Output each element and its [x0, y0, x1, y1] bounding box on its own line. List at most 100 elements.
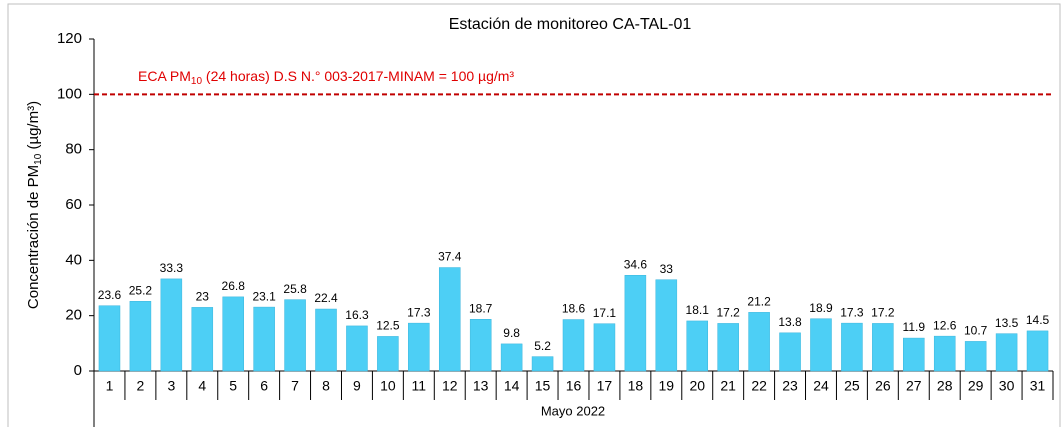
data-label: 12.6: [933, 318, 957, 332]
data-label: 13.8: [778, 315, 802, 329]
x-tick-label: 30: [999, 378, 1015, 394]
data-label: 34.6: [624, 257, 648, 271]
data-label: 26.8: [222, 279, 246, 293]
y-tick-label: 120: [57, 30, 82, 47]
x-tick-label: 11: [412, 378, 427, 394]
data-label: 22.4: [314, 291, 338, 305]
y-tick-label: 60: [65, 196, 82, 213]
x-axis-label: Mayo 2022: [541, 403, 605, 418]
bar: [933, 335, 956, 372]
x-tick-label: 24: [813, 378, 829, 394]
data-label: 12.5: [376, 319, 400, 333]
ref-label-rest: (24 horas) D.S N.° 003-2017-MINAM = 100 …: [202, 68, 514, 84]
data-label: 13.5: [995, 316, 1019, 330]
bar: [841, 322, 863, 372]
data-label: 25.2: [129, 283, 153, 297]
data-label: 25.8: [283, 282, 307, 296]
data-label: 21.2: [747, 295, 771, 309]
data-label: 23: [196, 290, 210, 304]
x-tick-label: 23: [782, 378, 798, 394]
data-label: 18.1: [686, 303, 710, 317]
bar: [160, 278, 183, 372]
ref-label-sub: 10: [191, 76, 203, 87]
bar: [964, 341, 987, 372]
bar: [995, 333, 1018, 372]
data-label: 9.8: [503, 326, 520, 340]
data-label: 16.3: [345, 308, 369, 322]
y-tick-label: 100: [57, 85, 82, 102]
y-tick-label: 0: [74, 362, 82, 379]
x-tick-label: 18: [628, 378, 644, 394]
y-tick-label: 80: [65, 141, 82, 158]
bar: [686, 320, 709, 372]
y-label-sub: 10: [33, 153, 44, 165]
x-tick-label: 20: [689, 378, 705, 394]
data-label: 17.1: [593, 306, 617, 320]
data-label: 23.6: [98, 288, 122, 302]
bar: [98, 305, 121, 372]
x-tick-label: 22: [751, 378, 767, 394]
x-tick-label: 5: [229, 378, 237, 394]
x-tick-label: 29: [968, 378, 984, 394]
x-tick-label: 6: [260, 378, 268, 394]
data-label: 18.6: [562, 302, 586, 316]
data-label: 18.7: [469, 301, 493, 315]
bar: [748, 312, 770, 372]
y-tick-label: 20: [65, 307, 82, 324]
data-label: 17.3: [840, 305, 864, 319]
bar: [1026, 330, 1049, 372]
bar: [531, 356, 554, 372]
data-label: 5.2: [534, 339, 551, 353]
data-label: 33: [660, 262, 674, 276]
x-tick-label: 4: [198, 378, 206, 394]
x-tick-label: 10: [380, 378, 396, 394]
bar: [408, 322, 430, 372]
y-axis-label: Concentración de PM10 (µg/m³): [25, 101, 44, 309]
data-label: 17.2: [871, 306, 895, 320]
data-label: 14.5: [1026, 313, 1050, 327]
chart-title: Estación de monitoreo CA-TAL-01: [449, 16, 692, 33]
data-label: 23.1: [252, 289, 276, 303]
bar: [469, 319, 492, 372]
x-tick-label: 25: [844, 378, 860, 394]
bar: [717, 323, 739, 372]
y-tick-label: 40: [65, 251, 82, 268]
x-tick-label: 12: [442, 378, 458, 394]
bar: [284, 299, 306, 372]
bar: [810, 318, 832, 372]
x-tick-label: 14: [504, 378, 520, 394]
bar: [872, 323, 894, 372]
data-label: 17.2: [716, 306, 740, 320]
bar: [438, 267, 461, 372]
bar: [129, 301, 152, 372]
bar: [346, 325, 368, 372]
bar: [562, 319, 585, 372]
data-label: 17.3: [407, 305, 431, 319]
data-label: 37.4: [438, 250, 462, 264]
x-tick-label: 8: [322, 378, 330, 394]
x-tick-label: 3: [167, 378, 175, 394]
bar: [903, 337, 925, 372]
x-tick-label: 16: [566, 378, 582, 394]
reference-label: ECA PM10 (24 horas) D.S N.° 003-2017-MIN…: [138, 68, 514, 87]
data-label: 33.3: [160, 261, 184, 275]
data-label: 11.9: [903, 320, 926, 334]
chart-frame: [7, 3, 1061, 427]
data-label: 10.7: [964, 324, 988, 338]
x-tick-label: 9: [353, 378, 361, 394]
x-tick-label: 15: [535, 378, 551, 394]
bar: [624, 275, 647, 372]
data-label: 18.9: [809, 301, 833, 315]
bar: [191, 307, 214, 372]
bar: [655, 279, 678, 372]
y-label-unit: (µg/m³): [25, 101, 42, 154]
x-tick-label: 1: [106, 378, 114, 394]
bar: [779, 332, 801, 372]
x-tick-label: 2: [137, 378, 145, 394]
ref-label-main: ECA PM: [138, 68, 191, 84]
x-tick-label: 26: [875, 378, 891, 394]
x-tick-label: 28: [937, 378, 953, 394]
bar: [377, 336, 399, 372]
bar: [253, 306, 275, 372]
